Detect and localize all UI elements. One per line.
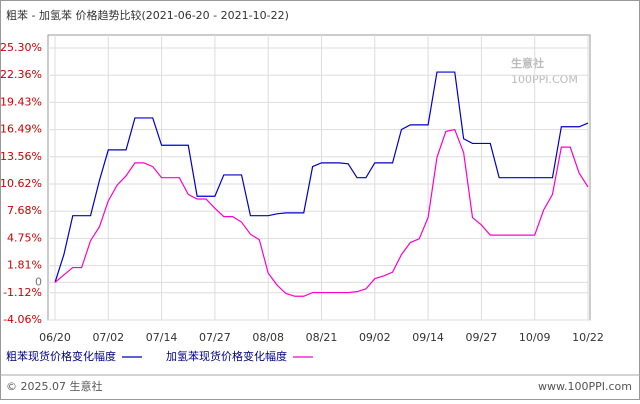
- chart-title: 粗苯 - 加氢苯 价格趋势比较(2021-06-20 - 2021-10-22): [6, 8, 289, 22]
- x-tick-label: 09/02: [359, 331, 391, 344]
- y-tick-label: -4.06%: [3, 313, 42, 326]
- y-tick-label: 25.30%: [0, 41, 42, 54]
- x-tick-label: 07/27: [199, 331, 231, 344]
- x-tick-label: 10/22: [572, 331, 604, 344]
- y-tick-label: 13.56%: [0, 150, 42, 163]
- legend-label: 粗苯现货价格变化幅度: [6, 349, 116, 363]
- x-tick-label: 09/14: [412, 331, 444, 344]
- y-tick-label: 4.75%: [7, 231, 42, 244]
- footer-left: © 2025.07 生意社: [6, 379, 102, 393]
- y-tick-label: 0: [35, 275, 42, 288]
- x-tick-label: 07/02: [92, 331, 124, 344]
- y-tick-label: 1.81%: [7, 259, 42, 272]
- y-tick-label: 7.68%: [7, 204, 42, 217]
- x-tick-label: 06/20: [39, 331, 71, 344]
- x-tick-label: 10/09: [519, 331, 551, 344]
- y-tick-label: 16.49%: [0, 123, 42, 136]
- y-tick-label: 22.36%: [0, 68, 42, 81]
- y-tick-label: 19.43%: [0, 95, 42, 108]
- y-tick-label: 10.62%: [0, 177, 42, 190]
- x-tick-label: 08/21: [306, 331, 338, 344]
- series-line: [54, 71, 589, 283]
- watermark: 100PPI.COM: [511, 73, 578, 86]
- series-line: [54, 128, 589, 297]
- x-tick-label: 07/14: [146, 331, 178, 344]
- x-tick-label: 09/27: [466, 331, 498, 344]
- watermark: 生意社: [511, 56, 544, 70]
- legend-label: 加氢苯现货价格变化幅度: [166, 349, 287, 363]
- x-tick-label: 08/08: [252, 331, 284, 344]
- footer-right: www.100PPI.com: [538, 380, 632, 393]
- y-tick-label: -1.12%: [3, 286, 42, 299]
